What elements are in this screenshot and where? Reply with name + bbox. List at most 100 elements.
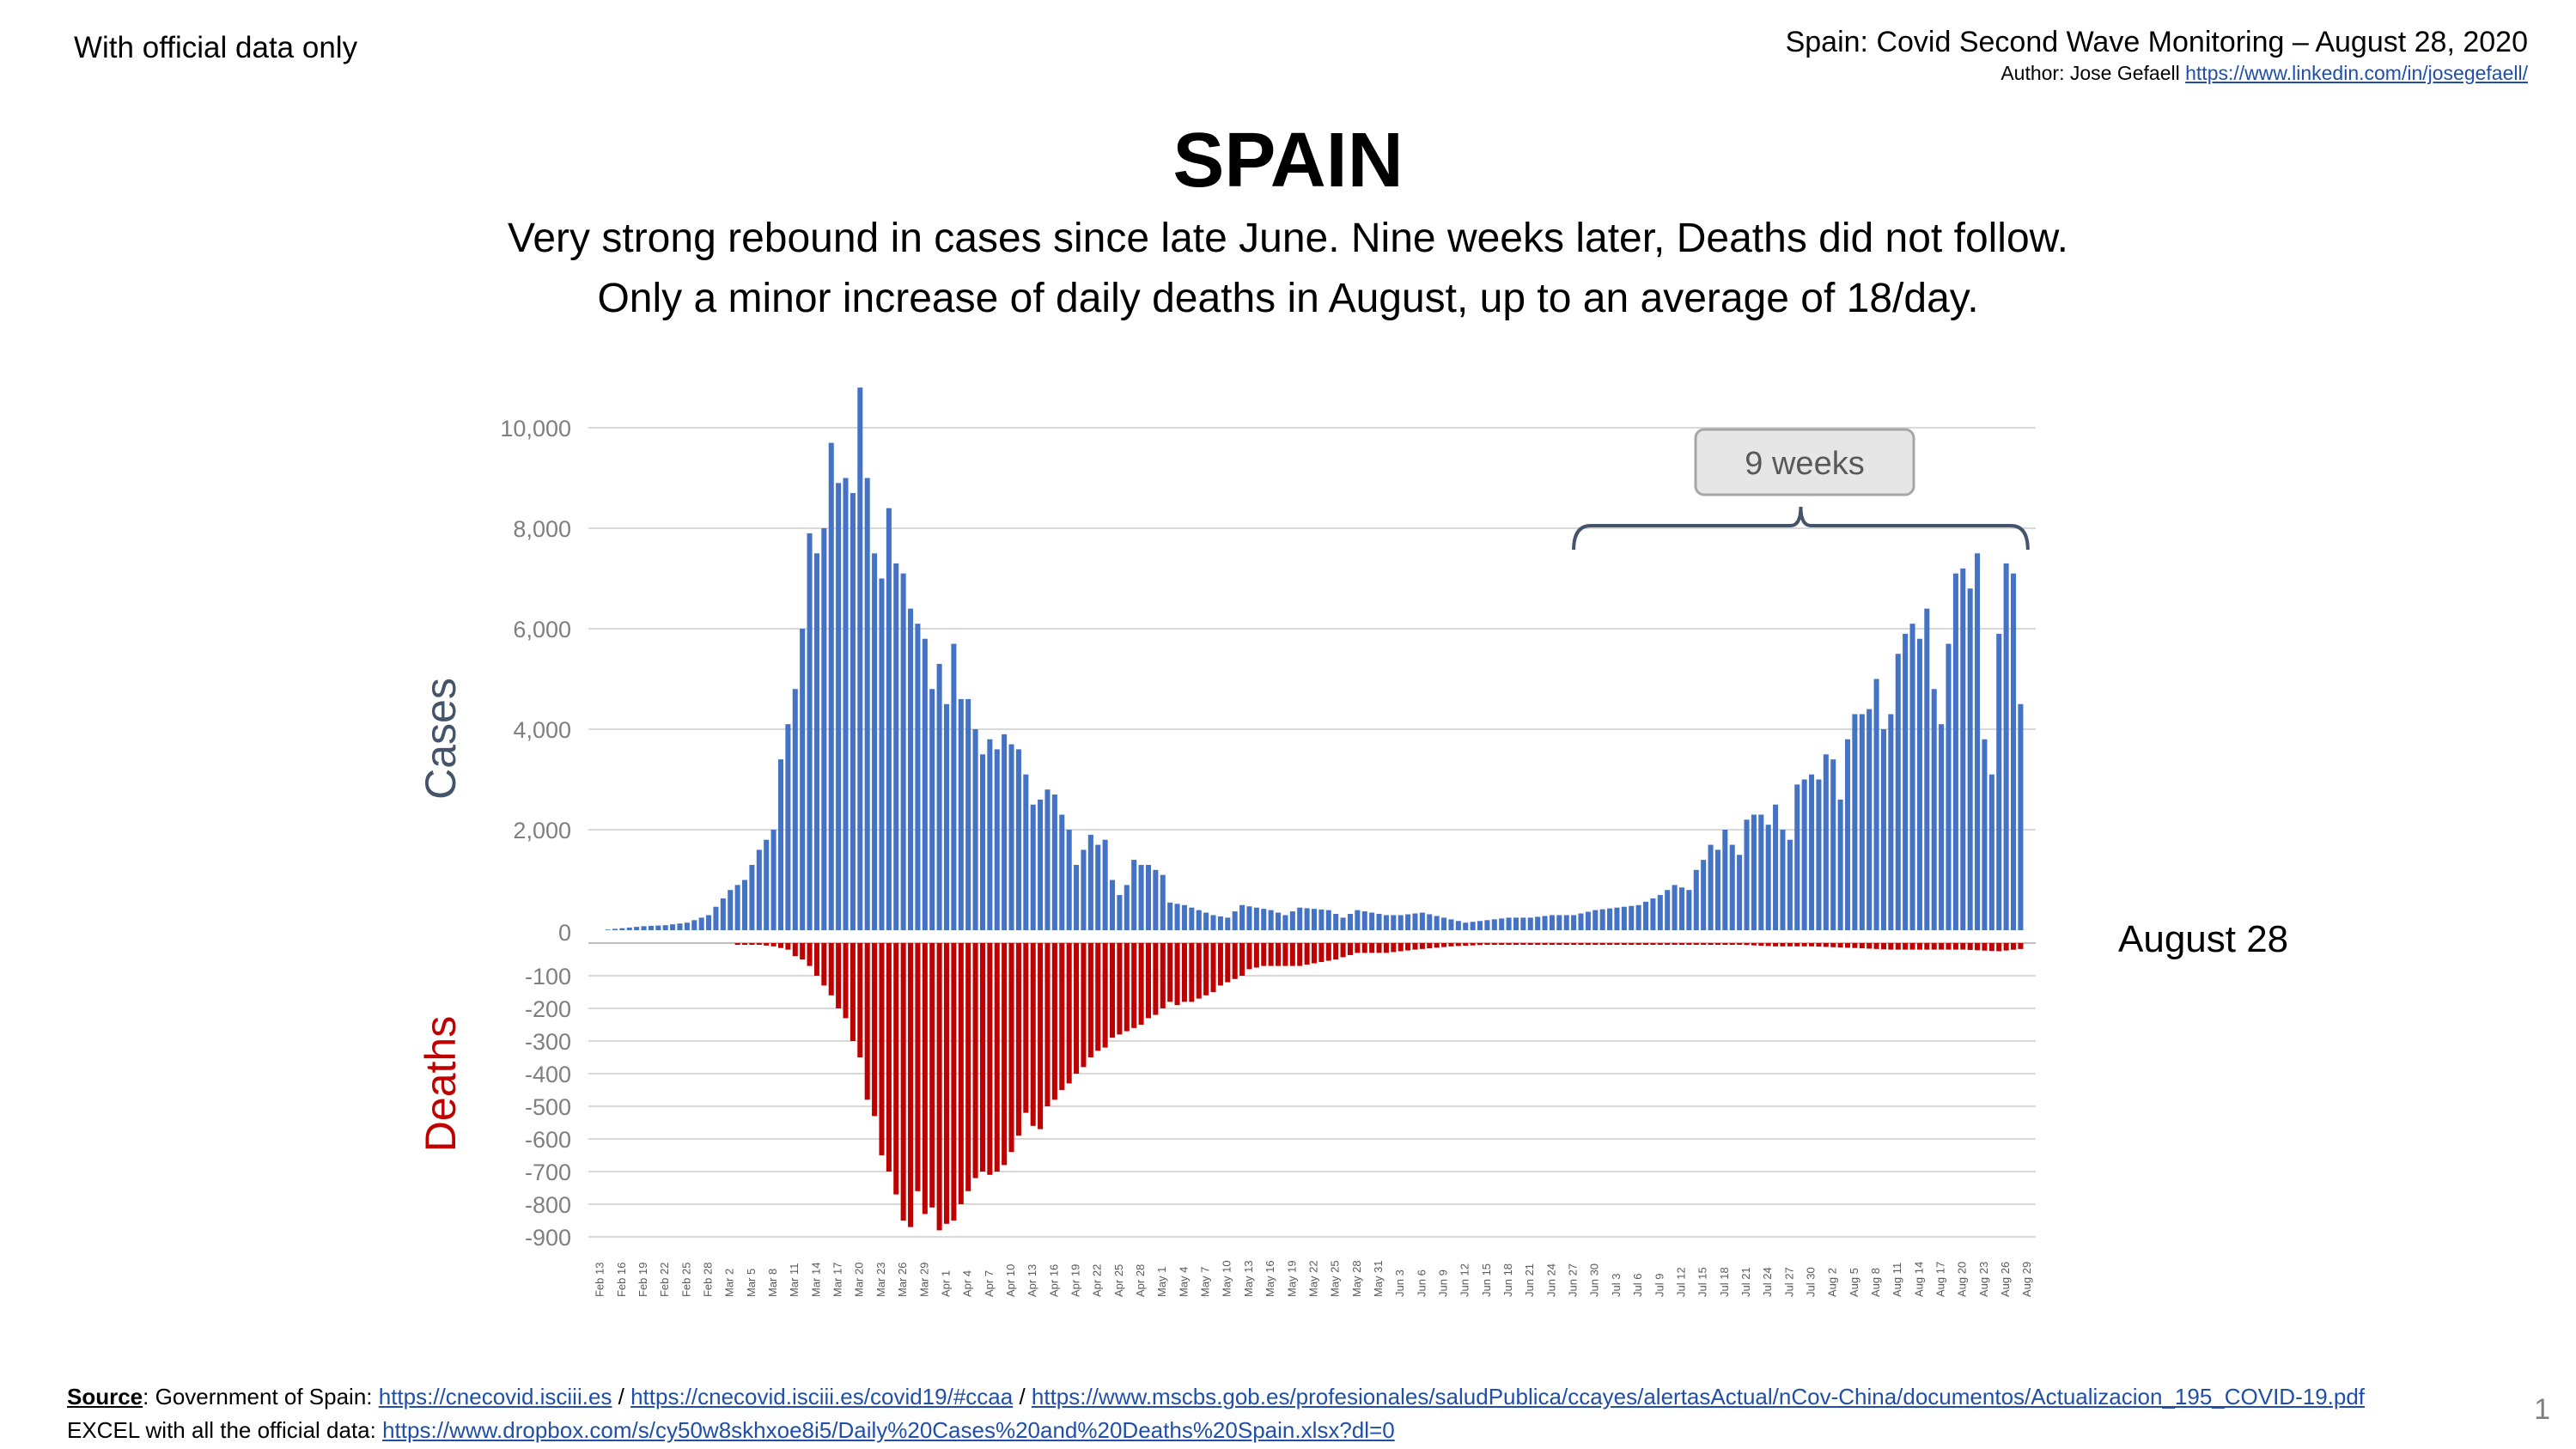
deaths-bar: [1837, 943, 1843, 948]
deaths-bar: [1361, 943, 1367, 953]
deaths-bar: [749, 943, 755, 945]
x-tick-label: Apr 7: [983, 1270, 996, 1297]
cases-bar: [1816, 779, 1822, 930]
deaths-bar: [1196, 943, 1202, 999]
x-tick-label: Aug 26: [1999, 1262, 2012, 1297]
cases-bar: [979, 754, 985, 930]
deaths-bar: [1232, 943, 1238, 979]
deaths-bar: [1924, 943, 1930, 950]
cases-bar: [764, 839, 770, 930]
deaths-bar: [1967, 943, 1973, 950]
deaths-bar: [1189, 943, 1195, 1002]
deaths-bar: [1809, 943, 1815, 947]
cases-bar: [2010, 573, 2017, 930]
cases-bar: [800, 629, 806, 930]
deaths-bar: [800, 943, 806, 959]
cases-bar: [1138, 864, 1144, 930]
deaths-bar: [1556, 943, 1562, 945]
cases-bar: [1672, 885, 1678, 930]
cases-bar: [634, 927, 640, 930]
cases-bar: [1074, 864, 1080, 930]
cases-bar: [691, 920, 697, 930]
deaths-bar: [1909, 943, 1915, 950]
cases-bar: [785, 724, 791, 930]
x-tick-label: Apr 25: [1112, 1264, 1125, 1297]
cases-bar: [1203, 912, 1209, 930]
deaths-bar: [1794, 943, 1800, 947]
x-tick-label: Aug 17: [1934, 1262, 1947, 1297]
deaths-bar: [1095, 943, 1101, 1051]
x-tick-label: Mar 8: [766, 1269, 779, 1297]
deaths-bar: [807, 943, 813, 966]
x-tick-label: Mar 23: [874, 1263, 887, 1297]
excel-link[interactable]: https://www.dropbox.com/s/cy50w8skhxoe8i…: [382, 1417, 1395, 1443]
x-tick-label: Feb 25: [679, 1263, 692, 1297]
cases-bar: [872, 553, 878, 930]
deaths-bar: [1635, 943, 1641, 945]
cases-bar: [1592, 910, 1599, 930]
x-tick-label: Mar 11: [788, 1263, 801, 1298]
source-link-1[interactable]: https://cnecovid.isciii.es: [378, 1384, 612, 1409]
source-separator: /: [612, 1384, 631, 1409]
cases-bar: [1880, 729, 1886, 930]
cases-bar: [1888, 714, 1894, 930]
cases-bar: [1434, 916, 1440, 930]
deaths-bar: [1737, 943, 1743, 945]
deaths-bar: [965, 943, 971, 1191]
cases-bar: [1686, 890, 1692, 930]
cases-bar: [1008, 744, 1014, 930]
x-tick-label: Jun 27: [1567, 1263, 1580, 1297]
cases-bar: [1484, 920, 1490, 930]
x-tick-label: Jul 30: [1804, 1267, 1817, 1297]
deaths-tick-label: -600: [525, 1127, 571, 1153]
cases-bar: [612, 928, 618, 930]
x-tick-label: Mar 29: [917, 1263, 930, 1297]
x-tick-label: Jul 6: [1631, 1274, 1644, 1297]
cases-bar: [965, 698, 971, 930]
deaths-bar: [879, 943, 885, 1155]
source-link-2[interactable]: https://cnecovid.isciii.es/covid19/#ccaa: [630, 1384, 1014, 1409]
deaths-bar: [1311, 943, 1318, 964]
cases-bar: [1794, 784, 1800, 930]
deaths-bar: [850, 943, 856, 1041]
x-tick-label: Apr 4: [961, 1270, 974, 1297]
x-tick-label: Jun 15: [1480, 1263, 1493, 1297]
end-date-label: August 28: [2118, 918, 2288, 960]
deaths-bar: [1988, 943, 1994, 952]
deaths-bar: [1823, 943, 1829, 947]
deaths-bar: [1044, 943, 1050, 1106]
x-tick-label: May 10: [1221, 1260, 1233, 1297]
deaths-bar: [1592, 943, 1599, 945]
deaths-bar: [1174, 943, 1180, 1006]
deaths-bar: [836, 943, 842, 1008]
deaths-bar: [1081, 943, 1087, 1068]
cases-bar: [1304, 908, 1310, 930]
deaths-bar: [1297, 943, 1303, 966]
cases-bar: [893, 563, 899, 930]
deaths-bar: [1643, 943, 1649, 945]
cases-bar: [936, 663, 942, 930]
x-tick-label: Jun 18: [1501, 1263, 1514, 1297]
source-link-3[interactable]: https://www.mscbs.gob.es/profesionales/s…: [1031, 1384, 2366, 1409]
deaths-bar: [922, 943, 928, 1215]
cases-bar: [821, 528, 827, 930]
cases-bar: [1246, 906, 1252, 930]
cases-bar: [1038, 799, 1044, 930]
deaths-bar: [1261, 943, 1267, 966]
deaths-bar: [1015, 943, 1021, 1136]
deaths-bar: [1434, 943, 1440, 948]
x-tick-label: Jun 12: [1459, 1263, 1471, 1297]
x-tick-label: Feb 13: [594, 1263, 606, 1297]
x-tick-label: Apr 22: [1091, 1264, 1104, 1297]
deaths-tick-label: -300: [525, 1029, 571, 1055]
deaths-bar: [1693, 943, 1699, 945]
cases-bar: [1693, 869, 1699, 930]
cases-bar: [1412, 913, 1418, 930]
author-link[interactable]: https://www.linkedin.com/in/josegefaell/: [2185, 62, 2528, 84]
cases-bar: [1916, 638, 1922, 930]
header-author: Author: Jose Gefaell https://www.linkedi…: [2001, 62, 2528, 85]
deaths-bar: [929, 943, 935, 1208]
cases-bar: [1578, 913, 1584, 930]
deaths-bar: [1888, 943, 1894, 950]
